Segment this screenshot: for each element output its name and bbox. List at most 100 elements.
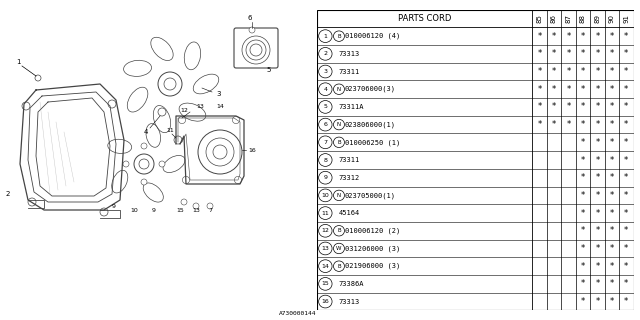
Circle shape xyxy=(207,203,213,209)
Text: 9: 9 xyxy=(323,175,327,180)
Text: 73311A: 73311A xyxy=(339,104,364,110)
Text: *: * xyxy=(610,156,614,164)
Text: *: * xyxy=(580,49,585,58)
Text: 1: 1 xyxy=(323,34,327,39)
Text: 010006120 (4): 010006120 (4) xyxy=(345,33,400,39)
Circle shape xyxy=(333,190,344,201)
Text: *: * xyxy=(538,49,541,58)
Text: *: * xyxy=(595,138,600,147)
Circle shape xyxy=(319,207,332,220)
Text: *: * xyxy=(552,102,556,111)
Text: 15: 15 xyxy=(176,208,184,213)
Text: *: * xyxy=(624,262,628,271)
Circle shape xyxy=(319,47,332,60)
Text: *: * xyxy=(610,102,614,111)
Circle shape xyxy=(319,118,332,131)
Text: *: * xyxy=(538,85,541,94)
Text: 9: 9 xyxy=(152,208,156,213)
Text: *: * xyxy=(538,32,541,41)
Text: 73312: 73312 xyxy=(339,175,360,181)
Text: 9: 9 xyxy=(112,204,116,209)
Text: *: * xyxy=(580,32,585,41)
Text: *: * xyxy=(595,297,600,306)
Text: *: * xyxy=(580,244,585,253)
Text: *: * xyxy=(595,262,600,271)
Text: *: * xyxy=(610,244,614,253)
Text: *: * xyxy=(610,67,614,76)
Text: 11: 11 xyxy=(166,128,173,133)
Text: 021906000 (3): 021906000 (3) xyxy=(345,263,400,269)
Text: 10: 10 xyxy=(321,193,329,198)
Text: 5: 5 xyxy=(323,104,327,109)
Circle shape xyxy=(319,83,332,96)
Text: N: N xyxy=(337,193,341,198)
Circle shape xyxy=(35,75,41,81)
Text: N: N xyxy=(337,87,341,92)
Text: B: B xyxy=(337,228,340,233)
Circle shape xyxy=(159,161,165,167)
Text: *: * xyxy=(580,262,585,271)
Text: B: B xyxy=(337,34,340,39)
Text: *: * xyxy=(595,67,600,76)
Text: 45164: 45164 xyxy=(339,210,360,216)
Text: 73313: 73313 xyxy=(339,51,360,57)
Text: *: * xyxy=(624,244,628,253)
Text: 89: 89 xyxy=(595,14,600,23)
Text: 023705000(1): 023705000(1) xyxy=(345,192,396,199)
Text: *: * xyxy=(580,85,585,94)
Text: *: * xyxy=(624,226,628,235)
Circle shape xyxy=(28,198,36,206)
Text: *: * xyxy=(580,120,585,129)
Text: *: * xyxy=(580,191,585,200)
Text: 13: 13 xyxy=(321,246,330,251)
Text: *: * xyxy=(595,156,600,164)
Text: *: * xyxy=(566,49,570,58)
Circle shape xyxy=(232,116,239,124)
Circle shape xyxy=(319,65,332,78)
Text: 14: 14 xyxy=(216,104,224,109)
Text: 8: 8 xyxy=(323,157,327,163)
Text: *: * xyxy=(580,67,585,76)
Circle shape xyxy=(100,208,108,216)
Text: 16: 16 xyxy=(321,299,329,304)
Text: 73311: 73311 xyxy=(339,68,360,75)
Text: 031206000 (3): 031206000 (3) xyxy=(345,245,400,252)
Text: *: * xyxy=(610,49,614,58)
Text: 12: 12 xyxy=(321,228,330,233)
Circle shape xyxy=(333,226,344,236)
Text: *: * xyxy=(580,138,585,147)
Text: *: * xyxy=(624,67,628,76)
Circle shape xyxy=(333,119,344,130)
Text: *: * xyxy=(552,49,556,58)
Text: *: * xyxy=(595,49,600,58)
Circle shape xyxy=(319,136,332,149)
Circle shape xyxy=(141,179,147,185)
Text: *: * xyxy=(538,102,541,111)
Text: 1: 1 xyxy=(16,59,20,65)
Circle shape xyxy=(141,143,147,149)
Text: *: * xyxy=(566,67,570,76)
Circle shape xyxy=(174,136,182,144)
Text: *: * xyxy=(610,120,614,129)
Text: *: * xyxy=(624,138,628,147)
Text: *: * xyxy=(538,120,541,129)
Circle shape xyxy=(234,176,242,184)
Text: 73313: 73313 xyxy=(339,299,360,305)
Circle shape xyxy=(333,137,344,148)
Text: *: * xyxy=(595,120,600,129)
Text: *: * xyxy=(595,173,600,182)
Text: *: * xyxy=(580,279,585,288)
Text: *: * xyxy=(610,32,614,41)
Text: *: * xyxy=(610,173,614,182)
Text: *: * xyxy=(610,226,614,235)
Circle shape xyxy=(123,161,129,167)
Text: *: * xyxy=(580,102,585,111)
Text: *: * xyxy=(610,138,614,147)
Text: 10: 10 xyxy=(130,208,138,213)
Text: *: * xyxy=(624,297,628,306)
Text: *: * xyxy=(566,85,570,94)
Text: 12: 12 xyxy=(180,108,188,113)
Circle shape xyxy=(319,260,332,273)
Text: *: * xyxy=(595,85,600,94)
Text: *: * xyxy=(595,279,600,288)
